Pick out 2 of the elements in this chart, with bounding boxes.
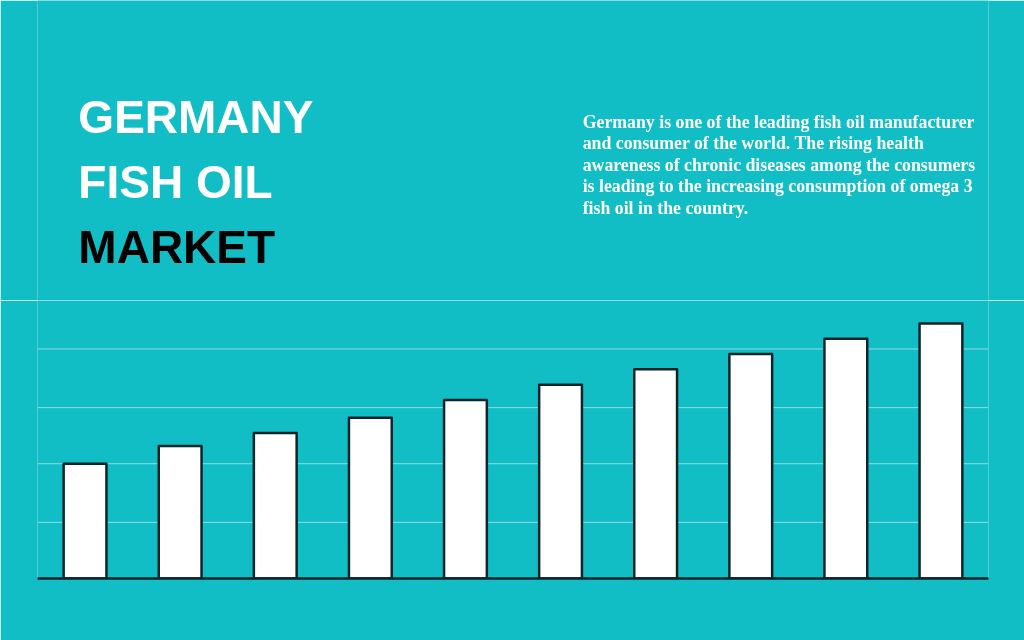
chart-title: GERMANY FISH OIL MARKET bbox=[78, 90, 314, 273]
text: Germany is one of the leading fish oil manufacturer and consumer of the world. The rising health awareness of chronic diseases among the consumers is leading to the increasing consumption of omega 3 fish oil in the country. bbox=[582, 111, 976, 218]
